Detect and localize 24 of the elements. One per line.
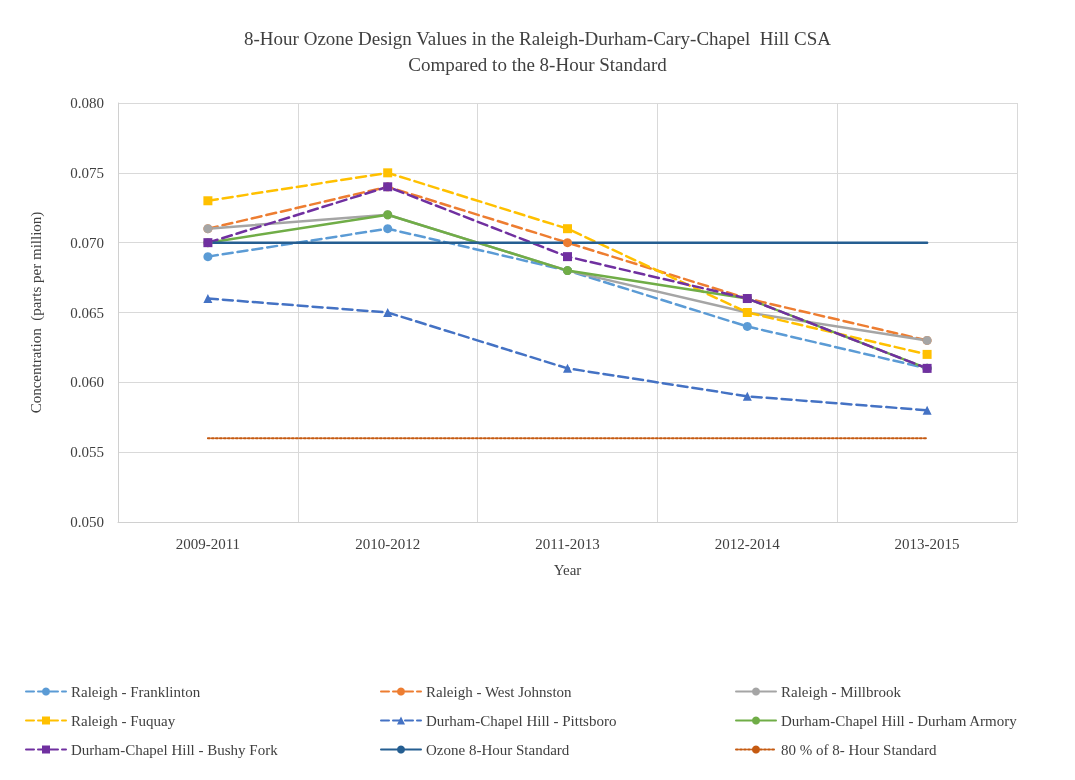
x-axis-title: Year [553, 561, 582, 578]
legend-label: Raleigh - Fuquay [71, 712, 176, 729]
y-tick-label: 0.055 [70, 444, 104, 461]
legend-label: Raleigh - Franklinton [71, 683, 201, 700]
legend-label: Durham-Chapel Hill - Durham Armory [781, 712, 1018, 729]
legend-label: 80 % of 8- Hour Standard [781, 741, 937, 758]
y-tick-label: 0.060 [70, 374, 104, 391]
x-tick-label: 2009-2011 [175, 535, 241, 552]
y-tick-label: 0.080 [70, 95, 104, 111]
x-tick-label: 2012-2014 [714, 535, 781, 552]
x-tick-label: 2011-2013 [535, 535, 600, 552]
y-tick-label: 0.070 [70, 234, 104, 251]
legend-label: Ozone 8-Hour Standard [426, 741, 570, 758]
legend-label: Durham-Chapel Hill - Pittsboro [426, 712, 617, 729]
y-tick-label: 0.050 [70, 514, 104, 530]
legend-label: Raleigh - West Johnston [426, 683, 573, 700]
x-tick-label: 2010-2012 [355, 535, 421, 552]
y-tick-label: 0.075 [70, 164, 104, 181]
x-tick-label: 2013-2015 [894, 535, 960, 552]
legend-label: Durham-Chapel Hill - Bushy Fork [71, 741, 279, 758]
y-axis-title: Concentration (parts per million) [27, 211, 45, 414]
y-tick-label: 0.065 [70, 304, 104, 321]
legend-label: Raleigh - Millbrook [781, 683, 902, 700]
chart-title: 8-Hour Ozone Design Values in the Raleigh-Durham-Cary-Chapel Hill CSA Compared to the 8-Hour Standard [244, 27, 832, 75]
